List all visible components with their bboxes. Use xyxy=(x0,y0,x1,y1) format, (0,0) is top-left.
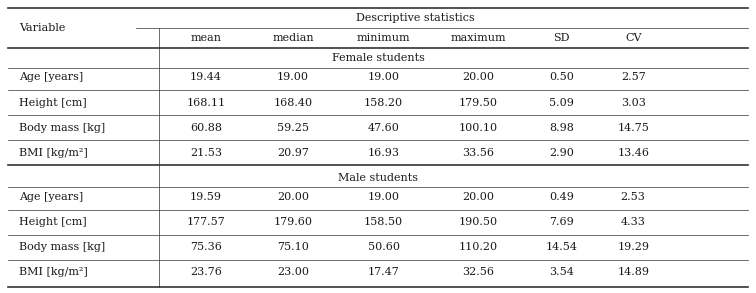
Text: 19.00: 19.00 xyxy=(367,72,400,83)
Text: 2.90: 2.90 xyxy=(549,148,574,158)
Text: CV: CV xyxy=(625,33,641,43)
Text: 32.56: 32.56 xyxy=(462,267,494,277)
Text: 19.44: 19.44 xyxy=(190,72,222,83)
Text: 177.57: 177.57 xyxy=(187,217,225,227)
Text: Female students: Female students xyxy=(332,53,424,63)
Text: 110.20: 110.20 xyxy=(459,242,497,252)
Text: 47.60: 47.60 xyxy=(367,122,400,133)
Text: 21.53: 21.53 xyxy=(190,148,222,158)
Text: 0.49: 0.49 xyxy=(549,192,574,202)
Text: Male students: Male students xyxy=(338,173,418,183)
Text: 19.29: 19.29 xyxy=(617,242,649,252)
Text: 19.59: 19.59 xyxy=(190,192,222,202)
Text: 17.47: 17.47 xyxy=(368,267,399,277)
Text: 14.89: 14.89 xyxy=(617,267,649,277)
Text: 33.56: 33.56 xyxy=(462,148,494,158)
Text: 0.50: 0.50 xyxy=(549,72,574,83)
Text: 179.50: 179.50 xyxy=(459,98,497,108)
Text: 2.57: 2.57 xyxy=(621,72,646,83)
Text: 2.53: 2.53 xyxy=(621,192,646,202)
Text: minimum: minimum xyxy=(357,33,411,43)
Text: 75.36: 75.36 xyxy=(190,242,222,252)
Text: 16.93: 16.93 xyxy=(367,148,400,158)
Text: 168.40: 168.40 xyxy=(274,98,312,108)
Text: 158.20: 158.20 xyxy=(364,98,403,108)
Text: Age [years]: Age [years] xyxy=(19,72,83,83)
Text: 5.09: 5.09 xyxy=(549,98,574,108)
Text: 168.11: 168.11 xyxy=(187,98,225,108)
Text: 7.69: 7.69 xyxy=(549,217,574,227)
Text: Variable: Variable xyxy=(19,23,65,33)
Text: 19.00: 19.00 xyxy=(367,192,400,202)
Text: median: median xyxy=(272,33,314,43)
Text: 100.10: 100.10 xyxy=(459,122,497,133)
Text: 13.46: 13.46 xyxy=(617,148,649,158)
Text: 59.25: 59.25 xyxy=(277,122,309,133)
Text: 23.76: 23.76 xyxy=(190,267,222,277)
Text: 3.03: 3.03 xyxy=(621,98,646,108)
Text: Body mass [kg]: Body mass [kg] xyxy=(19,122,105,133)
Text: 14.54: 14.54 xyxy=(545,242,578,252)
Text: Height [cm]: Height [cm] xyxy=(19,98,87,108)
Text: BMI [kg/m²]: BMI [kg/m²] xyxy=(19,267,88,277)
Text: 50.60: 50.60 xyxy=(367,242,400,252)
Text: 4.33: 4.33 xyxy=(621,217,646,227)
Text: 23.00: 23.00 xyxy=(277,267,309,277)
Text: 20.00: 20.00 xyxy=(462,72,494,83)
Text: maximum: maximum xyxy=(451,33,506,43)
Text: mean: mean xyxy=(191,33,222,43)
Text: 20.97: 20.97 xyxy=(277,148,309,158)
Text: 75.10: 75.10 xyxy=(277,242,309,252)
Text: 8.98: 8.98 xyxy=(549,122,574,133)
Text: 60.88: 60.88 xyxy=(190,122,222,133)
Text: BMI [kg/m²]: BMI [kg/m²] xyxy=(19,148,88,158)
Text: 19.00: 19.00 xyxy=(277,72,309,83)
Text: Age [years]: Age [years] xyxy=(19,192,83,202)
Text: 3.54: 3.54 xyxy=(549,267,574,277)
Text: SD: SD xyxy=(553,33,569,43)
Text: 190.50: 190.50 xyxy=(459,217,497,227)
Text: 179.60: 179.60 xyxy=(274,217,312,227)
Text: 20.00: 20.00 xyxy=(462,192,494,202)
Text: Body mass [kg]: Body mass [kg] xyxy=(19,242,105,252)
Text: 20.00: 20.00 xyxy=(277,192,309,202)
Text: Height [cm]: Height [cm] xyxy=(19,217,87,227)
Text: 14.75: 14.75 xyxy=(617,122,649,133)
Text: 158.50: 158.50 xyxy=(364,217,403,227)
Text: Descriptive statistics: Descriptive statistics xyxy=(356,13,476,23)
